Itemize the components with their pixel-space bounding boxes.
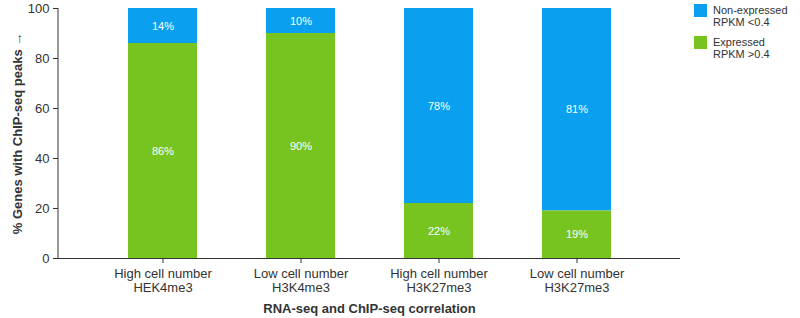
svg-text:90%: 90% xyxy=(290,140,312,152)
svg-text:% Genes with ChIP-seq peaks →: % Genes with ChIP-seq peaks → xyxy=(10,33,25,235)
html-text:Non-expressed: Non-expressed xyxy=(713,4,788,16)
svg-text:78%: 78% xyxy=(428,100,450,112)
html-text:RPKM >0.4: RPKM >0.4 xyxy=(713,48,770,60)
html-text:RPKM <0.4: RPKM <0.4 xyxy=(713,16,770,28)
svg-text:Low cell numberH3K27me3: Low cell numberH3K27me3 xyxy=(530,266,625,295)
svg-text:10%: 10% xyxy=(290,15,312,27)
svg-text:22%: 22% xyxy=(428,225,450,237)
svg-text:Low cell numberH3K4me3: Low cell numberH3K4me3 xyxy=(254,266,349,295)
svg-text:19%: 19% xyxy=(566,228,588,240)
svg-text:0: 0 xyxy=(42,251,49,266)
svg-text:81%: 81% xyxy=(566,103,588,115)
svg-text:86%: 86% xyxy=(152,145,174,157)
svg-text:20: 20 xyxy=(35,201,49,216)
svg-text:14%: 14% xyxy=(152,20,174,32)
svg-text:100: 100 xyxy=(28,1,50,16)
svg-text:RNA-seq and ChIP-seq correlati: RNA-seq and ChIP-seq correlation xyxy=(263,301,475,316)
svg-text:40: 40 xyxy=(35,151,49,166)
svg-text:High cell numberH3K27me3: High cell numberH3K27me3 xyxy=(390,266,488,295)
svg-text:80: 80 xyxy=(35,51,49,66)
svg-text:High cell numberHEK4me3: High cell numberHEK4me3 xyxy=(114,266,212,295)
svg-text:60: 60 xyxy=(35,101,49,116)
html-text:Expressed: Expressed xyxy=(713,36,765,48)
